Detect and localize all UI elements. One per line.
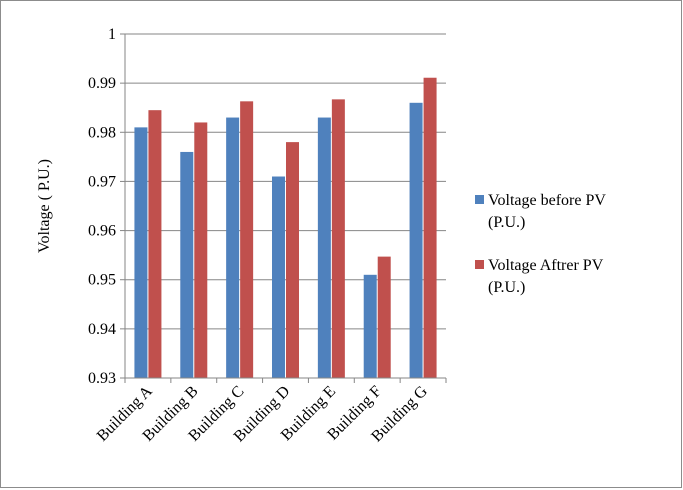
y-tick-label: 0.95: [88, 272, 116, 289]
y-tick-label: 0.94: [88, 321, 116, 338]
legend-swatch: [475, 195, 484, 204]
legend-label: (P.U.): [488, 214, 525, 231]
bar-after-pv: [423, 77, 437, 378]
y-tick-label: 0.97: [88, 173, 116, 190]
legend-label: Voltage before PV: [488, 192, 606, 209]
y-tick-label: 0.98: [88, 124, 116, 141]
bar-before-pv: [272, 176, 285, 378]
bar-after-pv: [240, 101, 254, 378]
bar-after-pv: [194, 122, 208, 378]
axes: [120, 33, 447, 383]
y-tick-label: 0.93: [88, 370, 116, 387]
bar-after-pv: [148, 110, 162, 379]
y-axis-title: Voltage ( P.U.): [36, 159, 53, 253]
gridlines: [125, 33, 446, 330]
bar-after-pv: [286, 142, 299, 378]
bars: [134, 77, 437, 379]
bar-before-pv: [180, 151, 194, 378]
y-tick-label: 0.96: [88, 223, 116, 240]
legend: Voltage before PV (P.U.) Voltage Aftrer PV…: [475, 192, 606, 296]
bar-after-pv: [377, 256, 391, 378]
bar-before-pv: [363, 274, 377, 378]
bar-before-pv: [134, 127, 148, 378]
bar-before-pv: [409, 102, 423, 379]
y-tick-labels: 0.93 0.94 0.95 0.96 0.97 0.98 0.99 1: [88, 26, 116, 387]
bar-after-pv: [331, 99, 345, 379]
bar-before-pv: [317, 117, 331, 379]
legend-label: Voltage Aftrer PV: [488, 257, 604, 274]
y-tick-label: 0.99: [88, 75, 116, 92]
legend-label: (P.U.): [488, 279, 525, 296]
bar-before-pv: [226, 117, 240, 379]
legend-swatch: [475, 260, 484, 269]
y-tick-label: 1: [108, 26, 116, 43]
